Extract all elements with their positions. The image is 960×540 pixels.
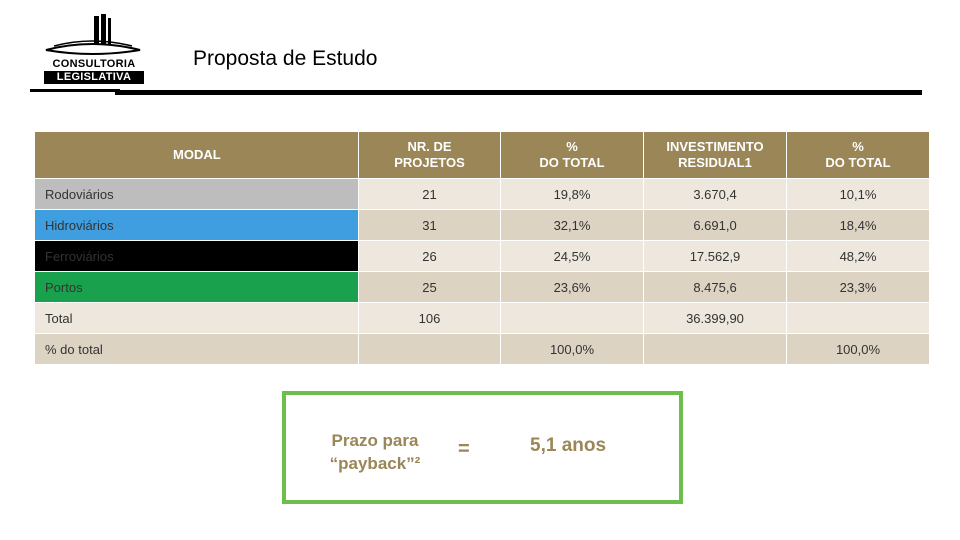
pct-invest-cell: 48,2% bbox=[786, 240, 930, 272]
pct-cell: 32,1% bbox=[500, 209, 644, 241]
table-row: Rodoviários 21 19,8% 3.670,4 10,1% bbox=[34, 178, 930, 210]
header-pct-total: % DO TOTAL bbox=[500, 131, 644, 179]
investment-table: MODAL NR. DE PROJETOS % DO TOTAL INVESTIME… bbox=[34, 131, 930, 365]
projetos-cell: 21 bbox=[358, 178, 501, 210]
header-pct-investimento: % DO TOTAL bbox=[786, 131, 930, 179]
pct-cell bbox=[500, 302, 644, 334]
invest-cell: 6.691,0 bbox=[643, 209, 787, 241]
page-title: Proposta de Estudo bbox=[193, 47, 378, 70]
building-icon bbox=[45, 14, 141, 55]
header-nr-projetos: NR. DE PROJETOS bbox=[358, 131, 501, 179]
table-row-pct-total: % do total 100,0% 100,0% bbox=[34, 333, 930, 365]
pct-cell: 23,6% bbox=[500, 271, 644, 303]
invest-cell bbox=[643, 333, 787, 365]
header-investimento: INVESTIMENTO RESIDUAL1 bbox=[643, 131, 787, 179]
logo-line1: CONSULTORIA bbox=[52, 58, 136, 70]
invest-cell: 36.399,90 bbox=[643, 302, 787, 334]
pct-cell: 100,0% bbox=[500, 333, 644, 365]
logo-line2: LEGISLATIVA bbox=[44, 71, 144, 84]
table-row: Portos 25 23,6% 8.475,6 23,3% bbox=[34, 271, 930, 303]
header-divider bbox=[115, 90, 922, 95]
payback-value: 5,1 anos bbox=[530, 435, 607, 456]
pct-invest-cell: 23,3% bbox=[786, 271, 930, 303]
table-row: Ferroviários 26 24,5% 17.562,9 48,2% bbox=[34, 240, 930, 272]
pct-invest-cell: 18,4% bbox=[786, 209, 930, 241]
pct-cell: 24,5% bbox=[500, 240, 644, 272]
header-modal: MODAL bbox=[34, 131, 359, 179]
projetos-cell bbox=[358, 333, 501, 365]
modal-cell: Ferroviários bbox=[34, 240, 359, 272]
table-header-row: MODAL NR. DE PROJETOS % DO TOTAL INVESTIME… bbox=[34, 131, 930, 179]
modal-cell: Rodoviários bbox=[34, 178, 359, 210]
table-row: Hidroviários 31 32,1% 6.691,0 18,4% bbox=[34, 209, 930, 241]
header-divider-left bbox=[30, 89, 120, 92]
consultoria-legislativa-logo: CONSULTORIA LEGISLATIVA bbox=[40, 12, 145, 84]
projetos-cell: 31 bbox=[358, 209, 501, 241]
projetos-cell: 25 bbox=[358, 271, 501, 303]
pct-invest-cell: 100,0% bbox=[786, 333, 930, 365]
invest-cell: 17.562,9 bbox=[643, 240, 787, 272]
pct-invest-cell: 10,1% bbox=[786, 178, 930, 210]
pct-cell: 19,8% bbox=[500, 178, 644, 210]
modal-cell: % do total bbox=[34, 333, 359, 365]
modal-cell: Portos bbox=[34, 271, 359, 303]
invest-cell: 3.670,4 bbox=[643, 178, 787, 210]
equals-sign: = bbox=[458, 438, 470, 460]
modal-cell: Hidroviários bbox=[34, 209, 359, 241]
pct-invest-cell bbox=[786, 302, 930, 334]
payback-label: Prazo para “payback”² bbox=[329, 431, 421, 473]
payback-box: Prazo para “payback”² = 5,1 anos bbox=[282, 391, 683, 504]
table-row-total: Total 106 36.399,90 bbox=[34, 302, 930, 334]
modal-cell: Total bbox=[34, 302, 359, 334]
projetos-cell: 26 bbox=[358, 240, 501, 272]
invest-cell: 8.475,6 bbox=[643, 271, 787, 303]
projetos-cell: 106 bbox=[358, 302, 501, 334]
